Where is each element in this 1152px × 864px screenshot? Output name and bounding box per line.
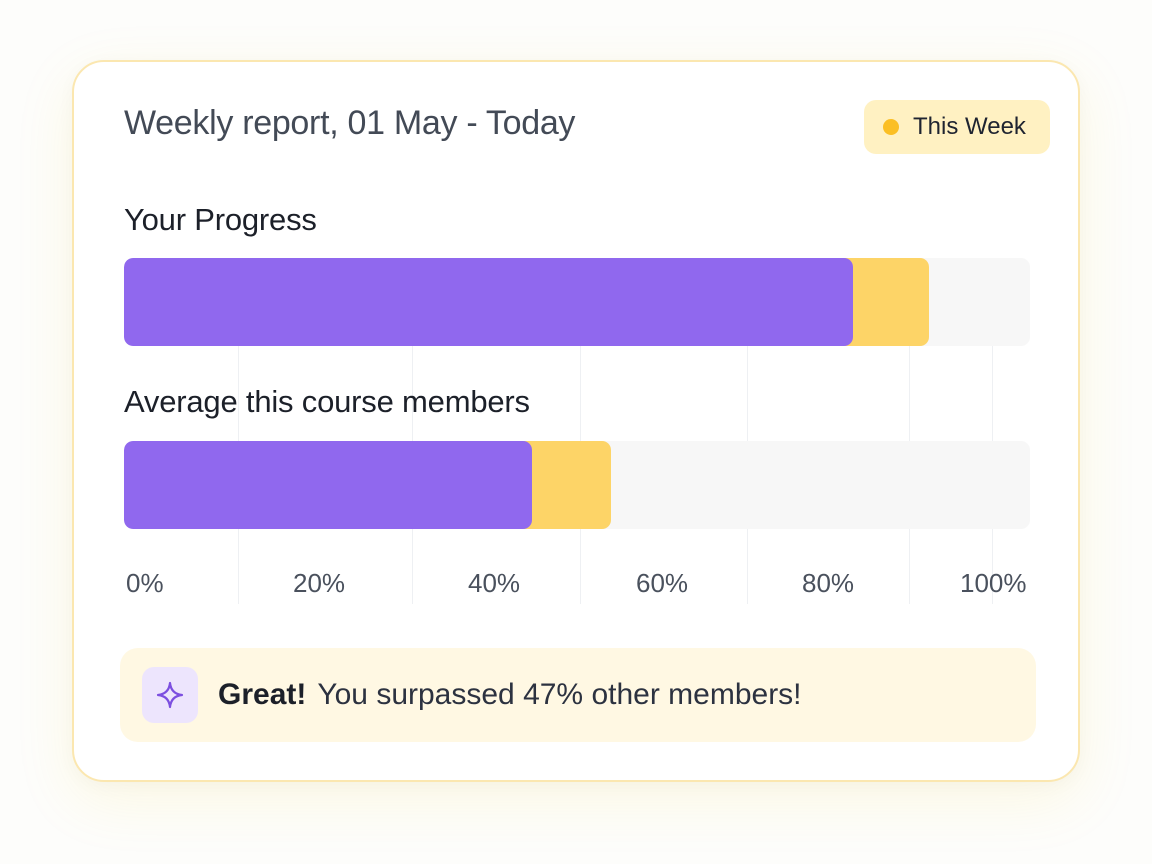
gridline	[238, 258, 239, 604]
x-tick-label: 80%	[802, 568, 855, 598]
card-title: Weekly report, 01 May - Today	[124, 104, 576, 142]
average-members-bar-extra	[519, 441, 612, 529]
achievement-callout: Great! You surpassed 47% other members!	[120, 648, 1036, 742]
period-dot-icon	[883, 119, 899, 135]
your-progress-bar-main	[124, 258, 854, 346]
gridline	[412, 258, 413, 604]
average-members-bar	[124, 441, 1030, 529]
callout-message: You surpassed 47% other members!	[317, 678, 802, 711]
gridline	[909, 258, 910, 604]
x-tick-label: 40%	[468, 568, 521, 598]
x-tick-label: 100%	[960, 568, 1027, 598]
weekly-report-card: Weekly report, 01 May - Today This Week …	[72, 60, 1080, 782]
x-tick-label: 20%	[293, 568, 346, 598]
your-progress-bar-extra	[841, 258, 929, 346]
x-tick-label: 60%	[636, 568, 689, 598]
x-tick-label: 0%	[126, 568, 164, 598]
gridline	[580, 258, 581, 604]
gridline	[992, 258, 993, 604]
sparkle-icon	[142, 667, 198, 723]
average-members-bar-main	[124, 441, 532, 529]
callout-strong-text: Great!	[218, 678, 307, 711]
period-label: This Week	[913, 113, 1026, 140]
average-members-label: Average this course members	[124, 384, 530, 419]
your-progress-bar	[124, 258, 1030, 346]
gridline	[747, 258, 748, 604]
period-badge[interactable]: This Week	[864, 100, 1050, 154]
chart-gridlines	[124, 258, 1030, 604]
your-progress-label: Your Progress	[124, 202, 317, 237]
